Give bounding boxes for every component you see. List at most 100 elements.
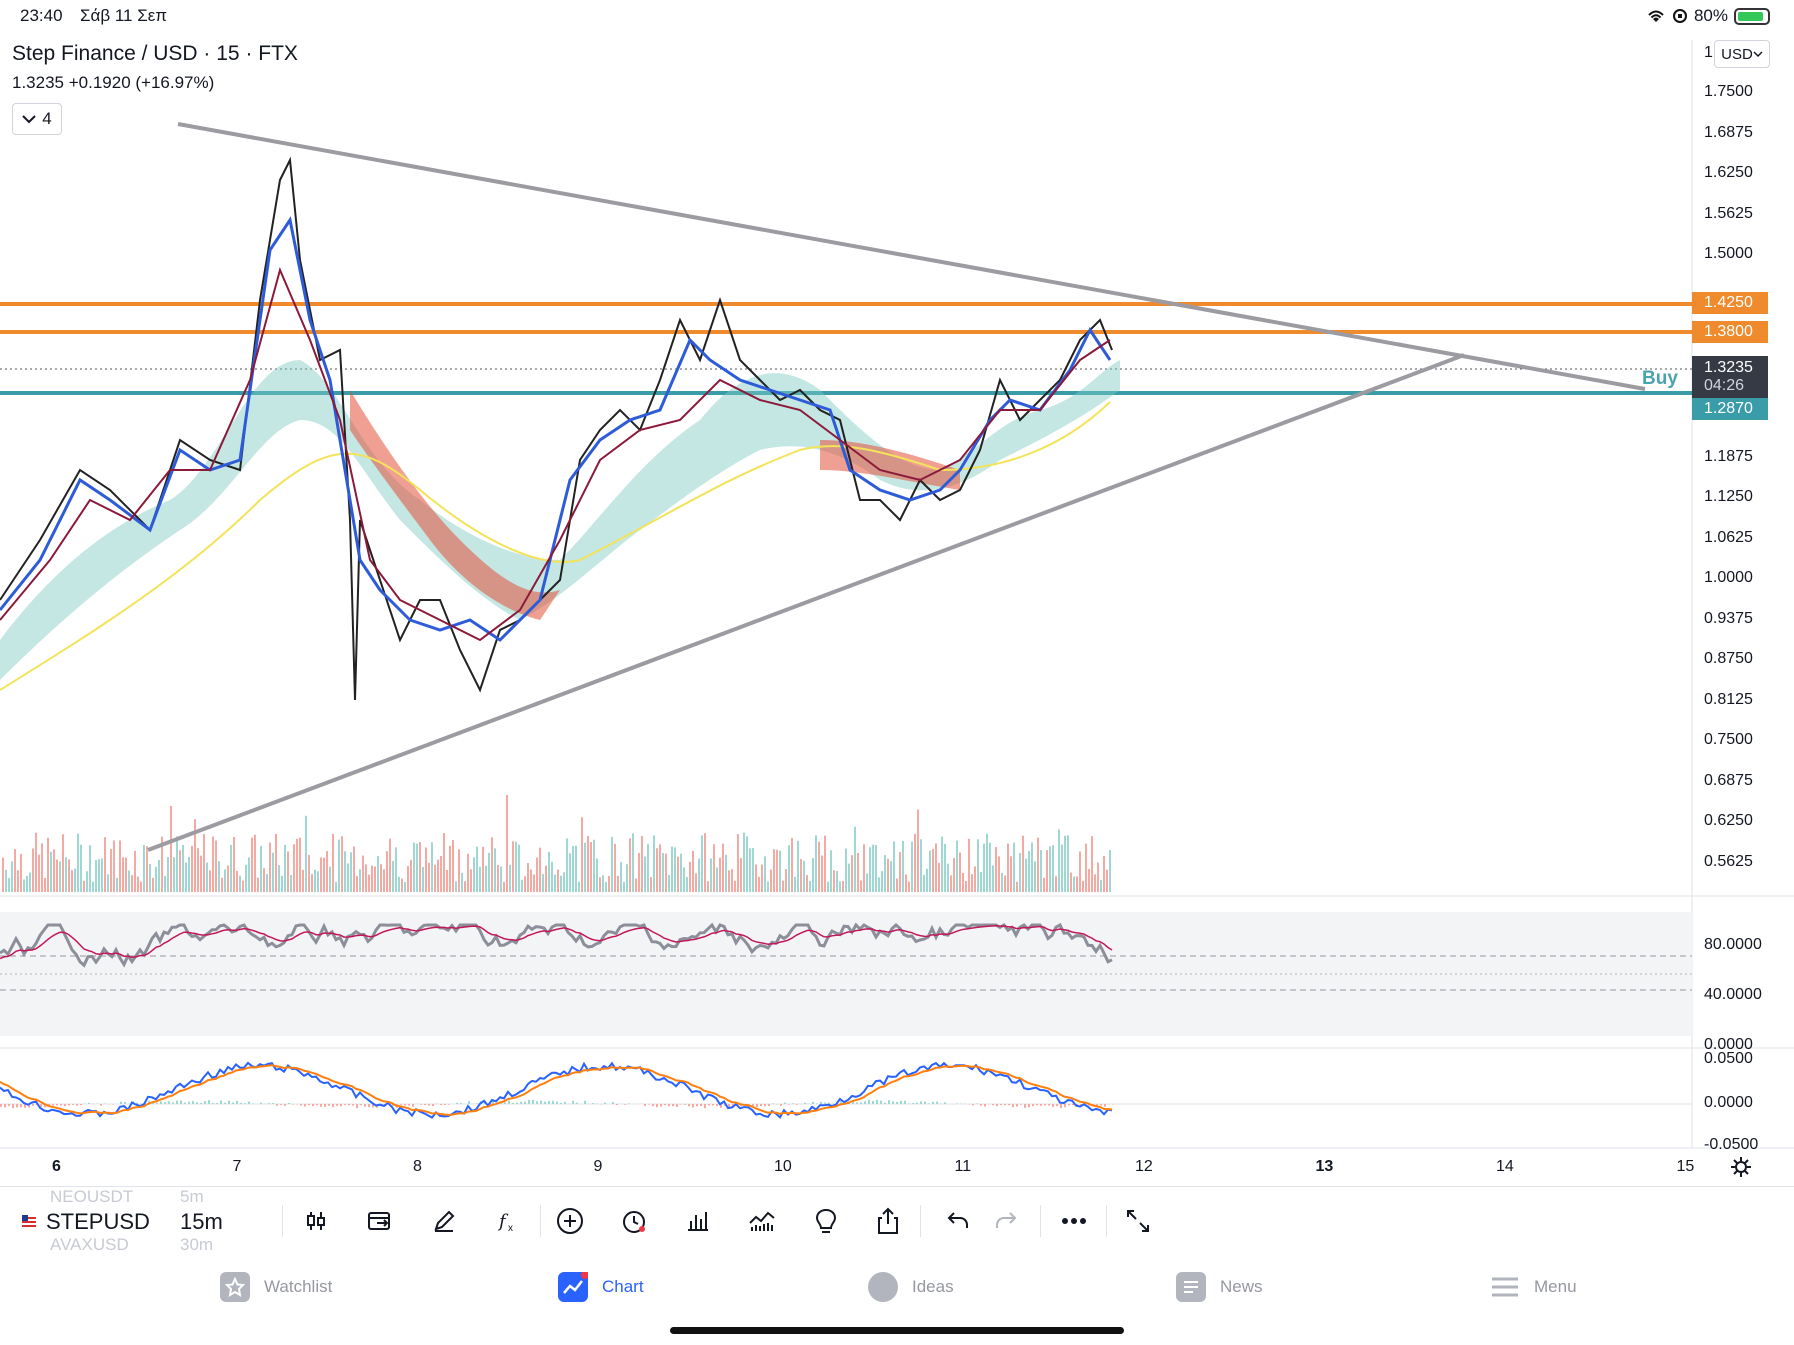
- volume-bar: [143, 845, 145, 892]
- tab-watchlist[interactable]: Watchlist: [220, 1272, 332, 1302]
- volume-bar: [578, 881, 580, 892]
- volume-bar: [785, 869, 787, 892]
- macd-signal-line: [0, 1064, 1113, 1116]
- battery-percent: 80%: [1693, 6, 1728, 25]
- volume-bar: [371, 865, 373, 892]
- tab-news[interactable]: News: [1176, 1272, 1263, 1302]
- volume-bar: [212, 836, 214, 892]
- volume-bar: [275, 833, 277, 892]
- macd-hist-bar: [1068, 1104, 1070, 1106]
- indicators-toggle[interactable]: 4: [12, 103, 62, 135]
- macd-hist-bar: [412, 1104, 414, 1107]
- draw-icon[interactable]: [424, 1201, 464, 1241]
- price-chart[interactable]: [0, 0, 1794, 1186]
- trendline-lower[interactable]: [147, 353, 1465, 852]
- tab-ideas[interactable]: Ideas: [868, 1272, 954, 1302]
- volume-bar: [623, 881, 625, 892]
- trendline-upper[interactable]: [177, 122, 1646, 391]
- buy-label[interactable]: Buy: [1642, 368, 1678, 389]
- interval-selector[interactable]: 15m: [180, 1209, 223, 1234]
- bar-chart-icon[interactable]: [678, 1201, 718, 1241]
- macd-hist-bar: [52, 1104, 54, 1106]
- financials-icon[interactable]: [742, 1201, 782, 1241]
- compare-icon[interactable]: [360, 1201, 400, 1241]
- svg-text:x: x: [508, 1223, 513, 1233]
- symbol-selector[interactable]: STEPUSD: [22, 1209, 150, 1235]
- volume-bar: [851, 855, 853, 892]
- volume-bar: [827, 881, 829, 892]
- status-date: Σάβ 11 Σεπ: [80, 6, 168, 25]
- macd-hist-bar: [32, 1104, 34, 1106]
- currency-select[interactable]: USD: [1714, 40, 1770, 68]
- add-icon[interactable]: [550, 1201, 590, 1241]
- macd-hist-bar: [1112, 1104, 1114, 1105]
- volume-bar: [299, 837, 301, 892]
- macd-hist-bar: [564, 1101, 566, 1104]
- macd-hist-bar: [552, 1100, 554, 1104]
- macd-hist-bar: [20, 1104, 22, 1108]
- tab-menu[interactable]: Menu: [1490, 1272, 1577, 1302]
- volume-bar: [743, 832, 745, 892]
- tab-chart[interactable]: Chart: [558, 1271, 644, 1302]
- undo-icon[interactable]: [938, 1201, 978, 1241]
- volume-bar: [437, 859, 439, 892]
- macd-hist-bar: [1048, 1104, 1050, 1106]
- volume-bar: [1070, 872, 1072, 892]
- macd-hist-bar: [692, 1104, 694, 1108]
- watchlist-icon: [220, 1272, 250, 1302]
- volume-bar: [452, 839, 454, 892]
- volume-bar: [791, 838, 793, 892]
- price-change: 1.3235 +0.1920 (+16.97%): [12, 73, 215, 92]
- macd-hist-bar: [912, 1102, 914, 1104]
- volume-bar: [1007, 843, 1009, 892]
- macd-hist-bar: [1096, 1104, 1098, 1106]
- ema-200: [0, 401, 1111, 691]
- alert-icon[interactable]: [614, 1201, 654, 1241]
- volume-bar: [734, 880, 736, 892]
- volume-bar: [968, 838, 970, 892]
- rsi-ma-line: [0, 925, 1113, 960]
- volume-bar: [911, 841, 913, 892]
- volume-bar: [479, 866, 481, 892]
- status-bar: 23:40 Σάβ 11 Σεπ 80%: [0, 0, 1794, 32]
- idea-icon[interactable]: [806, 1201, 846, 1241]
- fullscreen-icon[interactable]: [1118, 1201, 1158, 1241]
- redo-icon[interactable]: [986, 1201, 1026, 1241]
- ma-maroon: [0, 266, 1111, 642]
- volume-bar: [368, 874, 370, 892]
- macd-hist-bar: [820, 1101, 822, 1104]
- volume-bar: [704, 833, 706, 892]
- settings-gear-icon[interactable]: [1730, 1156, 1752, 1178]
- volume-bar: [491, 837, 493, 892]
- macd-axis-label: 0.0500: [1704, 1050, 1753, 1067]
- macd-hist-bar: [236, 1100, 238, 1104]
- price-candles[interactable]: [0, 156, 1113, 701]
- volume-bar: [1019, 853, 1021, 892]
- volume-bar: [731, 869, 733, 892]
- macd-hist-bar: [408, 1104, 410, 1106]
- macd-hist-bar: [1028, 1104, 1030, 1108]
- time-axis-label: 13: [1315, 1158, 1334, 1175]
- symbol-title[interactable]: Step Finance / USD · 15 · FTX: [12, 42, 298, 65]
- more-icon[interactable]: [1054, 1201, 1094, 1241]
- volume-bar: [722, 843, 724, 892]
- candles-icon[interactable]: [296, 1201, 336, 1241]
- price-axis-label: 1.5625: [1704, 204, 1753, 222]
- volume-bar: [230, 844, 232, 892]
- share-icon[interactable]: [868, 1201, 908, 1241]
- macd-hist-bar: [300, 1104, 302, 1106]
- symbol-above: NEOUSDT: [50, 1187, 134, 1206]
- volume-bars: [2, 794, 1111, 892]
- macd-hist-bar: [928, 1103, 930, 1104]
- volume-bar: [917, 809, 919, 892]
- volume-bar: [782, 880, 784, 892]
- volume-bar: [227, 865, 229, 892]
- volume-bar: [158, 860, 160, 892]
- macd-hist-bar: [776, 1104, 778, 1105]
- us-flag-icon: [22, 1215, 36, 1229]
- macd-hist-bar: [44, 1104, 46, 1108]
- macd-hist-bar: [76, 1104, 78, 1106]
- macd-hist-bar: [760, 1104, 762, 1106]
- macd-hist-bar: [668, 1104, 670, 1107]
